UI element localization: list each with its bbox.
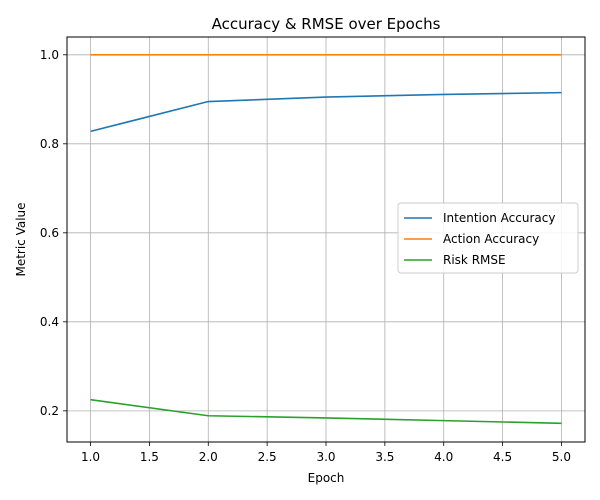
axis-ticks: 1.0 1.5 2.0 2.5 3.0 3.5 4.0 4.5 5.0 0.2 0.4 0.6 0.8 1… — [40, 48, 571, 464]
x-tick-label: 1.0 — [81, 450, 100, 464]
y-axis-label: Metric Value — [14, 202, 28, 276]
chart-title: Accuracy & RMSE over Epochs — [212, 15, 441, 33]
y-tick-label: 0.2 — [40, 404, 59, 418]
y-tick-label: 0.4 — [40, 315, 59, 329]
x-tick-label: 5.0 — [552, 450, 571, 464]
y-tick-label: 0.8 — [40, 137, 59, 151]
x-tick-label: 4.5 — [493, 450, 512, 464]
series-line-risk-rmse — [90, 398, 562, 425]
legend-box — [397, 202, 579, 274]
x-tick-label: 1.5 — [140, 450, 159, 464]
legend: Intention Accuracy Action Accuracy Risk RM… — [397, 202, 579, 274]
x-tick-label: 3.5 — [375, 450, 394, 464]
y-tick-label: 0.6 — [40, 226, 59, 240]
series-line-intention-accuracy — [90, 91, 562, 133]
y-tick-label: 1.0 — [40, 48, 59, 62]
series-lines — [90, 54, 562, 425]
legend-label-intention-accuracy: Intention Accuracy — [443, 211, 555, 225]
legend-label-risk-rmse: Risk RMSE — [443, 253, 506, 267]
x-tick-label: 4.0 — [434, 450, 453, 464]
x-axis-label: Epoch — [308, 471, 345, 485]
x-tick-label: 3.0 — [316, 450, 335, 464]
x-tick-label: 2.5 — [258, 450, 277, 464]
legend-label-action-accuracy: Action Accuracy — [443, 232, 539, 246]
x-tick-label: 2.0 — [199, 450, 218, 464]
